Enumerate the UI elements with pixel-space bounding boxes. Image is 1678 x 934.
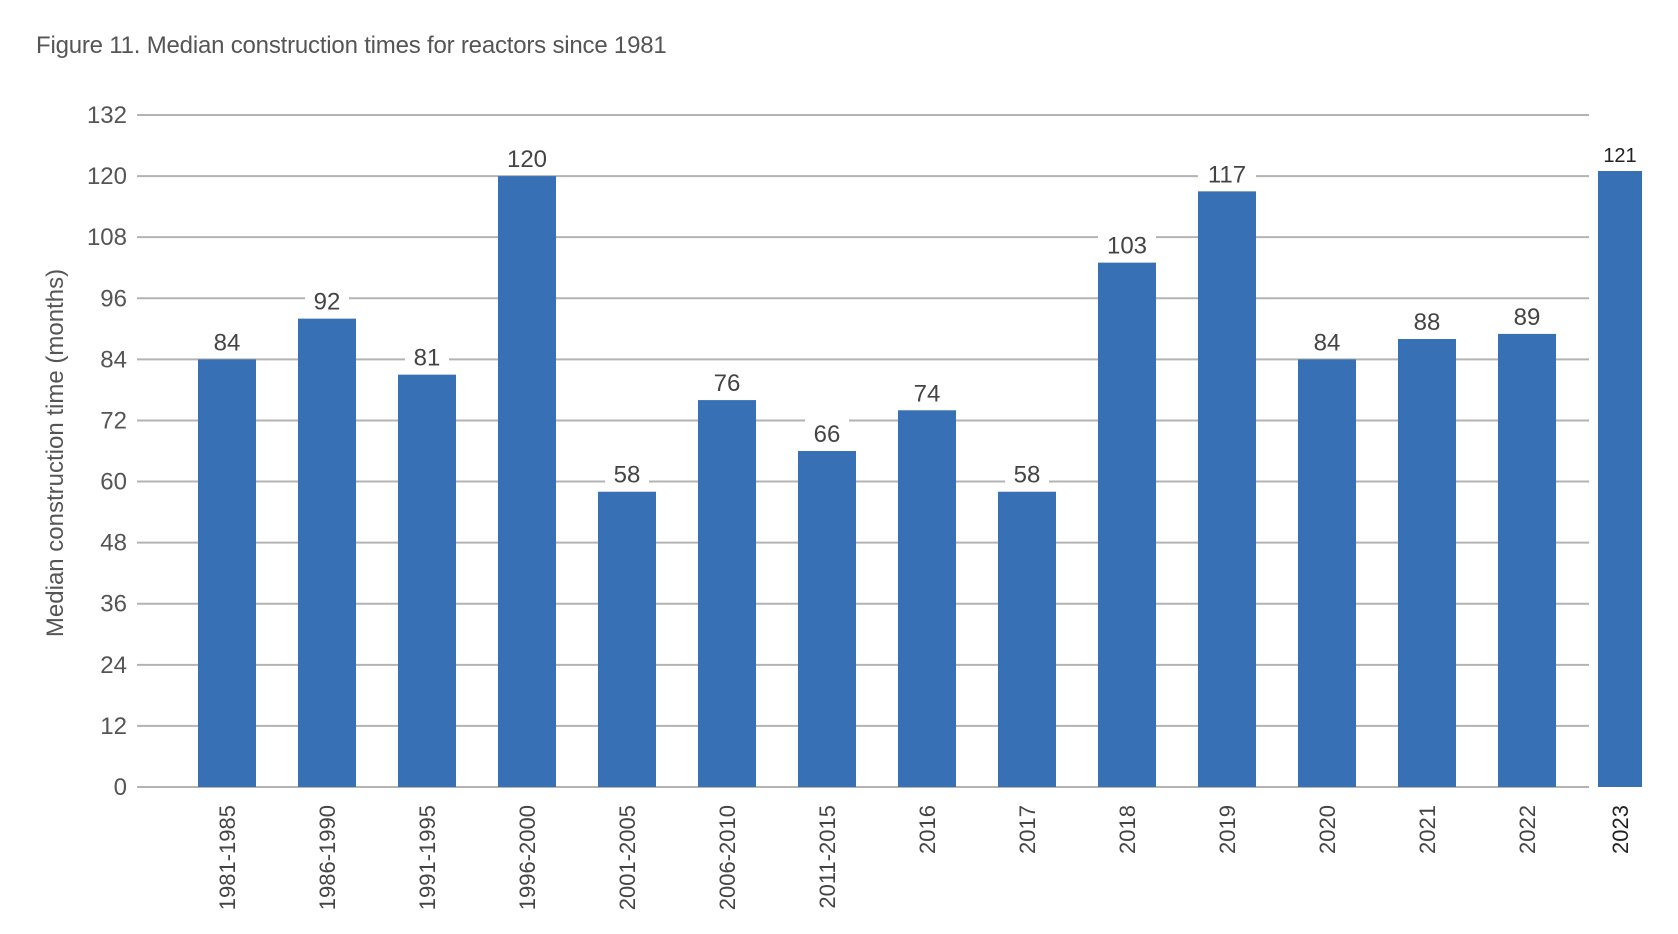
value-label: 84	[214, 329, 241, 356]
value-label: 121	[1603, 145, 1636, 167]
chart-title: Figure 11. Median construction times for…	[36, 32, 667, 59]
value-label: 58	[1014, 462, 1041, 489]
value-label: 74	[914, 380, 941, 407]
x-tick-label: 2023	[1608, 805, 1633, 854]
y-tick-label: 0	[114, 774, 127, 801]
value-label: 89	[1514, 304, 1541, 331]
bar	[898, 410, 956, 787]
y-tick-label: 132	[87, 102, 127, 129]
y-tick-label: 84	[100, 346, 127, 373]
x-tick-label: 1981-1985	[215, 805, 240, 910]
x-tick-label: 2011-2015	[815, 805, 840, 909]
x-tick-label: 2001-2005	[615, 805, 640, 910]
y-tick-label: 60	[100, 469, 127, 496]
y-tick-label: 24	[100, 652, 127, 679]
x-tick-label: 2022	[1515, 805, 1540, 854]
bar	[1598, 171, 1642, 787]
y-tick-label: 36	[100, 591, 127, 618]
bar	[1098, 262, 1156, 787]
y-tick-label: 120	[87, 163, 127, 190]
x-tick-label: 2019	[1215, 805, 1240, 854]
bar	[1198, 191, 1256, 787]
bar	[1398, 339, 1456, 787]
value-label: 84	[1314, 329, 1341, 356]
x-tick-label: 2020	[1315, 805, 1340, 854]
bar	[198, 359, 256, 787]
bar	[498, 176, 556, 787]
value-labels: 84 92 81 120 58 76 66 74 58 103 117 84 88 89 121	[205, 142, 1637, 489]
y-tick-label: 12	[100, 713, 127, 740]
bar	[698, 400, 756, 787]
value-label: 120	[507, 146, 547, 173]
x-tick-label: 2016	[915, 805, 940, 854]
value-label: 117	[1208, 161, 1246, 188]
value-label: 58	[614, 462, 641, 489]
y-tick-label: 96	[100, 285, 127, 312]
x-tick-label: 2021	[1415, 805, 1440, 854]
x-tick-label: 2017	[1015, 805, 1040, 854]
x-tick-label: 2006-2010	[715, 805, 740, 910]
bar	[398, 374, 456, 787]
gridlines	[137, 114, 1589, 788]
value-label: 81	[414, 345, 441, 372]
value-label: 76	[714, 370, 741, 397]
x-tick-label: 1996-2000	[515, 805, 540, 910]
bar	[798, 451, 856, 787]
value-label: 66	[814, 421, 841, 448]
bar	[298, 318, 356, 787]
y-axis-ticks: 0 12 24 36 48 60 72 84 96 108 120 132	[87, 102, 127, 801]
bar	[1498, 333, 1556, 787]
bar	[598, 491, 656, 787]
x-tick-label: 2018	[1115, 805, 1140, 854]
y-tick-label: 48	[100, 530, 127, 557]
bar	[998, 491, 1056, 787]
y-tick-label: 108	[87, 224, 127, 251]
value-label: 103	[1107, 233, 1147, 260]
y-tick-label: 72	[100, 407, 127, 434]
value-label: 92	[314, 289, 341, 316]
bar	[1298, 359, 1356, 787]
bars	[198, 171, 1642, 787]
x-tick-label: 1986-1990	[315, 805, 340, 910]
x-tick-label: 1991-1995	[415, 805, 440, 910]
value-label: 88	[1414, 309, 1441, 336]
x-axis-categories: 1981-1985 1986-1990 1991-1995 1996-2000 2001…	[215, 805, 1633, 910]
